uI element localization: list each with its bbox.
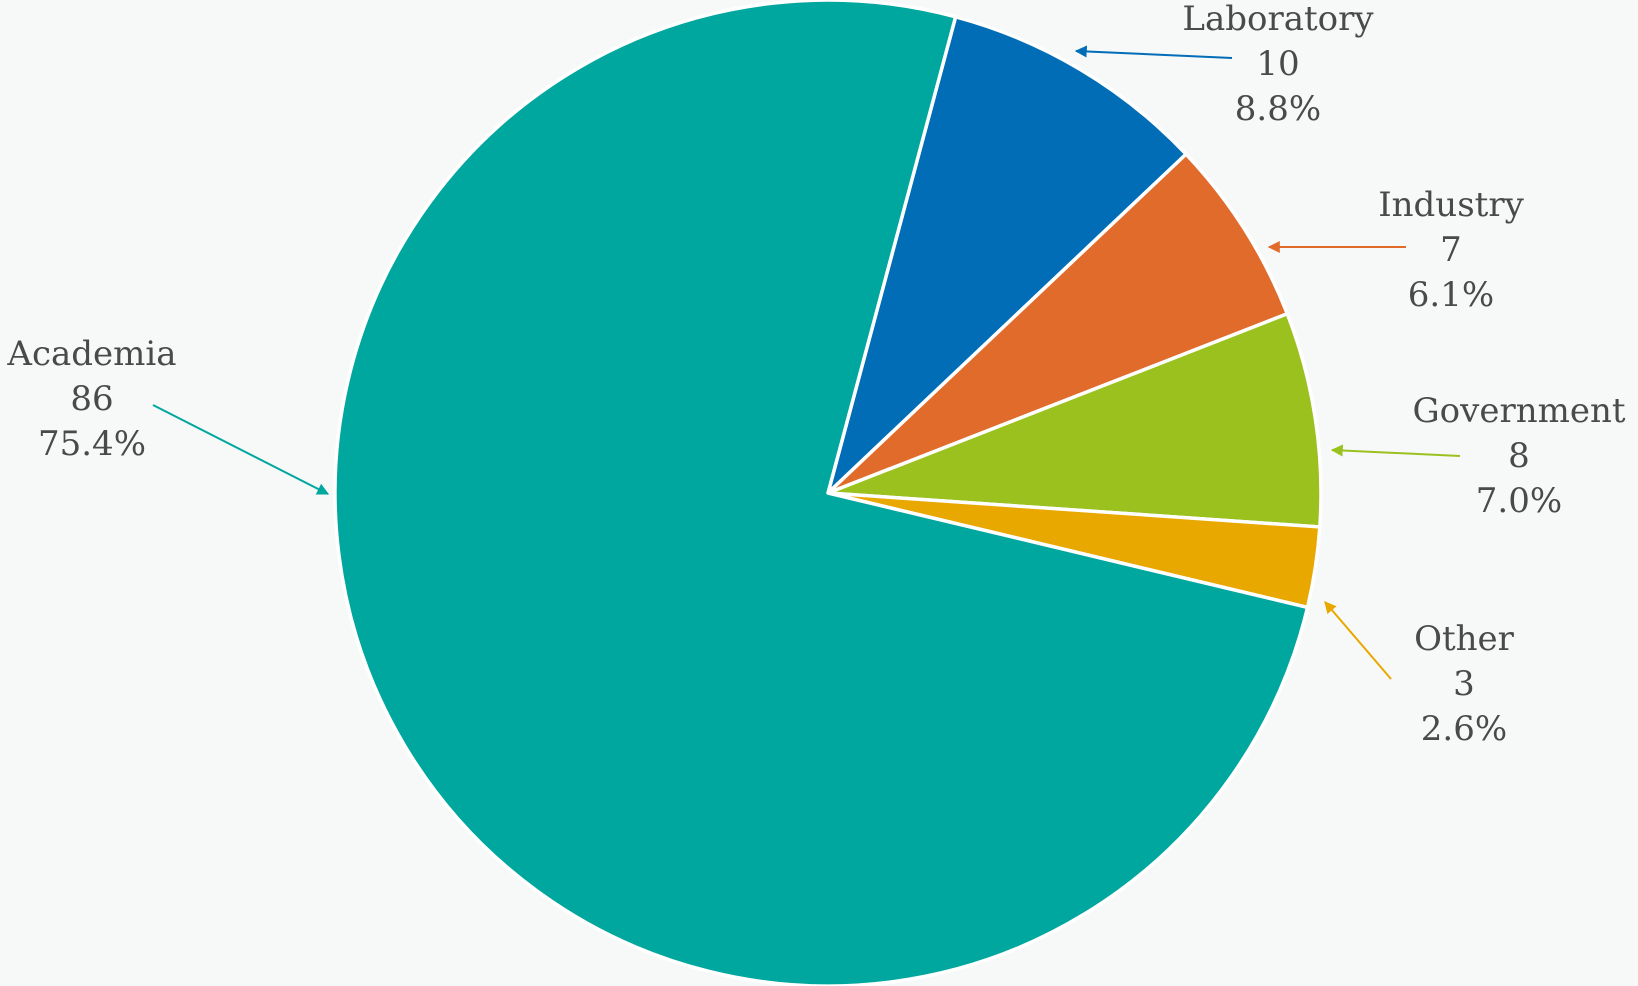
slice-label-value: 3 [1453, 664, 1475, 704]
slice-label-value: 7 [1440, 230, 1462, 270]
leader-line-government [1330, 444, 1461, 457]
slice-label-name: Industry [1378, 185, 1524, 225]
slice-label-name: Other [1414, 619, 1515, 659]
slice-label-value: 10 [1256, 44, 1299, 84]
leader-line-other [1324, 601, 1392, 680]
slice-label-value: 86 [70, 379, 113, 419]
slice-label-value: 8 [1508, 436, 1530, 476]
slice-label-percent: 8.8% [1235, 89, 1321, 129]
pie-slice-academia [333, 0, 1310, 986]
leader-lines [152, 45, 1461, 680]
pie-slice-laboratory [826, 15, 1188, 495]
leader-line-laboratory [1074, 45, 1233, 59]
slice-labels: Laboratory 10 8.8% Industry 7 6.1% Government 8… [6, 0, 1625, 749]
data-label-government: Government 8 7.0% [1412, 391, 1625, 521]
data-label-industry: Industry 7 6.1% [1378, 185, 1524, 315]
data-label-laboratory: Laboratory 10 8.8% [1182, 0, 1374, 129]
slice-label-percent: 75.4% [38, 424, 146, 464]
pie-slices [333, 0, 1323, 986]
slice-label-percent: 2.6% [1421, 709, 1507, 749]
slice-label-name: Academia [6, 334, 176, 374]
pie-slice-government [826, 312, 1323, 529]
data-label-academia: Academia 86 75.4% [6, 334, 176, 464]
leader-line-academia [152, 404, 330, 495]
data-label-other: Other 3 2.6% [1414, 619, 1515, 749]
slice-label-percent: 7.0% [1476, 481, 1562, 521]
slice-label-name: Laboratory [1182, 0, 1374, 39]
slice-label-percent: 6.1% [1408, 275, 1494, 315]
slice-label-name: Government [1412, 391, 1625, 431]
pie-slice-industry [826, 152, 1290, 495]
